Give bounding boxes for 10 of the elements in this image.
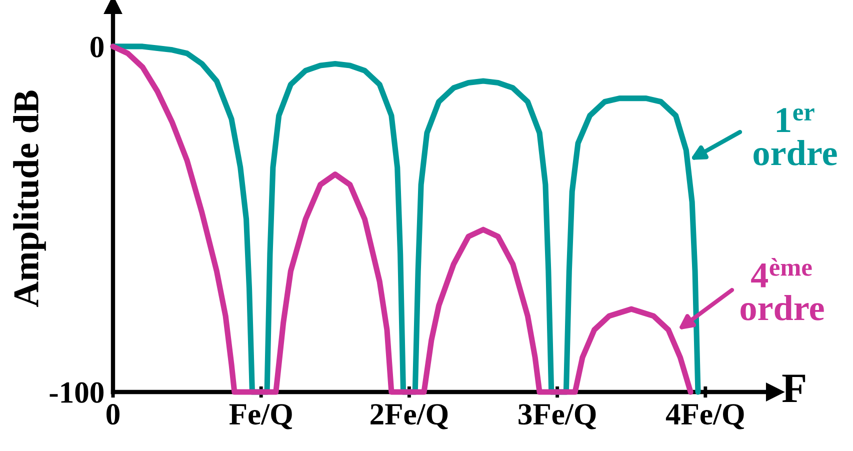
x-tick-label: Fe/Q <box>229 404 292 430</box>
x-axis-title: F <box>782 374 806 402</box>
x-tick-label: 2Fe/Q <box>370 404 448 430</box>
x-tick-label: 0 <box>106 404 120 425</box>
x-tick-label: 3Fe/Q <box>518 404 596 430</box>
y-tick-label: -100 <box>50 382 104 403</box>
x-tick-label: 4Fe/Q <box>666 404 744 430</box>
annotation: 4$^{ème}$ ordre <box>740 258 824 320</box>
annotation: 1$^{er}$ ordre <box>754 108 837 166</box>
y-axis-title: Amplitude dB <box>13 90 46 308</box>
